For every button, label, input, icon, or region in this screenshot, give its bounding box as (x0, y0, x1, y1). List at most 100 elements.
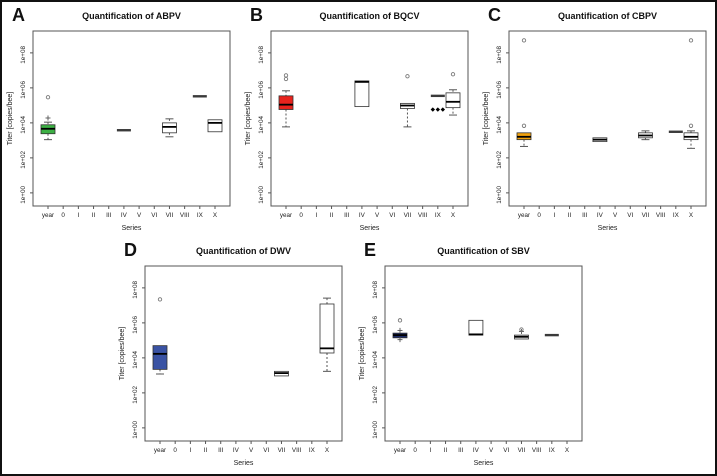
x-tick-label: II (204, 447, 208, 454)
x-tick-label: II (444, 447, 448, 454)
boxplot-canvas-a: 1e+00 1e+02 1e+04 1e+06 1e+08 Titer [copies/b… (7, 30, 231, 232)
outlier-circle-icon (397, 318, 403, 323)
boxplot-group-X (207, 119, 223, 133)
y-axis-label: Titer [copies/bee] (119, 327, 126, 380)
y-tick-label: 1e+08 (372, 281, 379, 299)
x-tick-label: IV (359, 212, 366, 219)
outlier-circle-icon (283, 73, 289, 78)
box (162, 122, 177, 134)
x-tick-label: V (613, 212, 618, 219)
x-tick-label: II (330, 212, 334, 219)
panel-e: E Quantification of SBV 1e+00 1e+02 1e+04 1… (356, 239, 593, 473)
boxplot-group-IV (468, 319, 484, 336)
boxplot-group-IX (668, 130, 683, 133)
boxplot-canvas-e: 1e+00 1e+02 1e+04 1e+06 1e+08 Titer [copies/b… (359, 265, 583, 467)
chart-title-e: Quantification of SBV (437, 246, 530, 256)
y-axis-label: Titer [copies/bee] (483, 92, 490, 145)
x-tick-label: IV (597, 212, 604, 219)
x-tick-label: VIII (656, 212, 666, 219)
boxplot-group-year (152, 297, 168, 375)
x-tick-label: year (280, 212, 292, 219)
x-tick-label: year (154, 447, 166, 454)
chart-title-b: Quantification of BQCV (319, 11, 420, 21)
outlier-circle-icon (283, 76, 289, 82)
x-tick-label: I (553, 212, 555, 219)
chart-title-d: Quantification of DWV (196, 246, 291, 256)
flat-box (430, 94, 445, 98)
y-tick-label: 1e+02 (496, 151, 503, 169)
y-tick-label: 1e+04 (132, 351, 139, 369)
y-tick-label: 1e+00 (258, 186, 265, 204)
x-tick-label: VI (151, 212, 157, 219)
y-axis-label: Titer [copies/bee] (7, 92, 14, 145)
boxplot-group-IX (192, 95, 207, 98)
x-tick-label: 0 (537, 212, 541, 219)
y-tick-label: 1e+00 (20, 186, 27, 204)
boxplot-canvas-b: 1e+00 1e+02 1e+04 1e+06 1e+08 Titer [copies/b… (245, 30, 469, 232)
y-tick-label: 1e+02 (20, 151, 27, 169)
boxplot-group-VII (400, 74, 415, 128)
x-axis-label: Series (474, 460, 494, 467)
boxplot-group-year (40, 95, 56, 141)
box (468, 319, 484, 336)
plot-frame (270, 30, 469, 207)
boxplot-group-X (683, 38, 699, 149)
x-tick-label: year (518, 212, 530, 219)
x-tick-label: X (451, 212, 456, 219)
y-tick-label: 1e+08 (496, 46, 503, 64)
panel-letter-d: D (124, 240, 137, 260)
x-tick-label: X (213, 212, 218, 219)
flat-box (544, 333, 559, 337)
x-tick-label: 0 (173, 447, 177, 454)
x-axis-label: Series (598, 225, 618, 232)
chart-title-c: Quantification of CBPV (558, 11, 657, 21)
x-tick-label: VI (389, 212, 395, 219)
outlier-circle-icon (519, 327, 524, 332)
outlier-circle-icon (688, 123, 694, 128)
x-tick-label: VI (627, 212, 633, 219)
x-tick-label: VII (518, 447, 526, 454)
outlier-circle-icon (45, 95, 51, 100)
y-tick-label: 1e+02 (258, 151, 265, 169)
panel-letter-e: E (364, 240, 377, 260)
x-tick-label: VIII (292, 447, 302, 454)
x-tick-label: X (689, 212, 694, 219)
y-tick-label: 1e+06 (496, 81, 503, 99)
y-tick-label: 1e+02 (372, 386, 379, 404)
outlier-circle-icon (521, 123, 527, 128)
x-tick-label: V (375, 212, 380, 219)
boxplot-group-year (392, 318, 408, 343)
boxplot-group-VII (274, 370, 289, 377)
y-tick-label: 1e+08 (258, 46, 265, 64)
y-tick-label: 1e+08 (20, 46, 27, 64)
y-tick-label: 1e+04 (496, 116, 503, 134)
x-tick-label: IX (673, 212, 680, 219)
panel-letter-b: B (250, 5, 263, 25)
x-tick-label: V (137, 212, 142, 219)
y-tick-label: 1e+04 (20, 116, 27, 134)
x-tick-label: X (325, 447, 330, 454)
outlier-circle-icon (450, 72, 456, 77)
x-tick-label: VII (166, 212, 174, 219)
boxplot-group-IX (430, 94, 446, 112)
chart-title-a: Quantification of ABPV (82, 11, 181, 21)
x-tick-label: I (189, 447, 191, 454)
x-tick-label: VIII (532, 447, 542, 454)
boxplot-group-year (516, 38, 532, 147)
y-tick-label: 1e+00 (132, 421, 139, 439)
boxplot-group-VII (514, 327, 529, 340)
x-tick-label: III (458, 447, 463, 454)
x-tick-label: V (249, 447, 254, 454)
x-tick-label: V (489, 447, 494, 454)
x-tick-label: X (565, 447, 570, 454)
box (319, 303, 335, 354)
boxplot-group-X (445, 72, 461, 116)
x-tick-label: III (218, 447, 223, 454)
x-tick-label: IX (197, 212, 204, 219)
x-tick-label: year (394, 447, 406, 454)
y-tick-label: 1e+04 (258, 116, 265, 134)
y-axis-label: Titer [copies/bee] (245, 92, 252, 145)
x-tick-label: IX (435, 212, 442, 219)
y-tick-label: 1e+06 (258, 81, 265, 99)
y-tick-label: 1e+06 (20, 81, 27, 99)
